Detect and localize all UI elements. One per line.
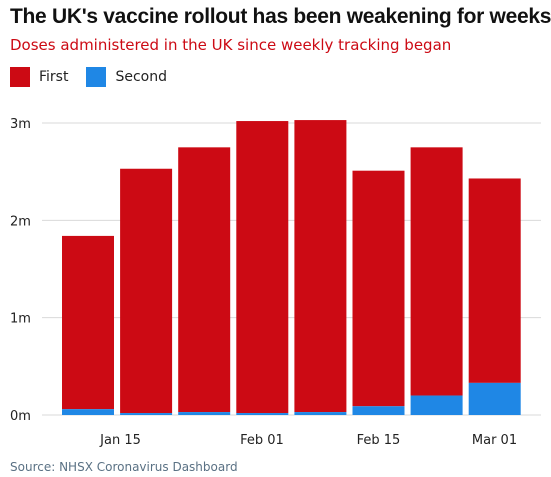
bar-second: [62, 409, 114, 415]
legend-label-first: First: [39, 69, 69, 85]
chart-title: The UK's vaccine rollout has been weaken…: [10, 5, 551, 28]
x-tick-label: Mar 01: [472, 433, 517, 448]
legend: First Second: [10, 67, 185, 87]
bar-second: [410, 395, 463, 415]
y-tick-label: 1m: [10, 312, 31, 327]
chart-subtitle: Doses administered in the UK since weekl…: [10, 36, 452, 54]
legend-swatch-second: [86, 67, 107, 87]
bar-second: [236, 413, 289, 415]
bar-first: [352, 170, 405, 407]
bar-first: [236, 121, 289, 414]
y-tick-label: 3m: [10, 117, 31, 132]
source-note: Source: NHSX Coronavirus Dashboard: [10, 460, 238, 474]
bar-first: [120, 168, 173, 414]
bar-first: [62, 235, 114, 410]
bar-second: [120, 413, 173, 415]
bar-second: [294, 412, 347, 415]
bar-first: [178, 147, 231, 413]
legend-item-first: First: [10, 67, 68, 87]
x-tick-label: Feb 15: [357, 433, 401, 448]
x-tick-label: Jan 15: [99, 433, 141, 448]
legend-label-second: Second: [115, 69, 167, 85]
y-tick-label: 2m: [10, 214, 31, 229]
x-tick-label: Feb 01: [240, 433, 284, 448]
bar-second: [468, 382, 521, 415]
bar-first: [468, 178, 521, 383]
legend-swatch-first: [10, 67, 30, 87]
bar-second: [352, 406, 405, 415]
bar-second: [178, 412, 231, 415]
bar-first: [294, 120, 347, 413]
bar-first: [410, 147, 463, 396]
legend-item-second: Second: [86, 67, 167, 87]
y-tick-label: 0m: [10, 409, 31, 424]
